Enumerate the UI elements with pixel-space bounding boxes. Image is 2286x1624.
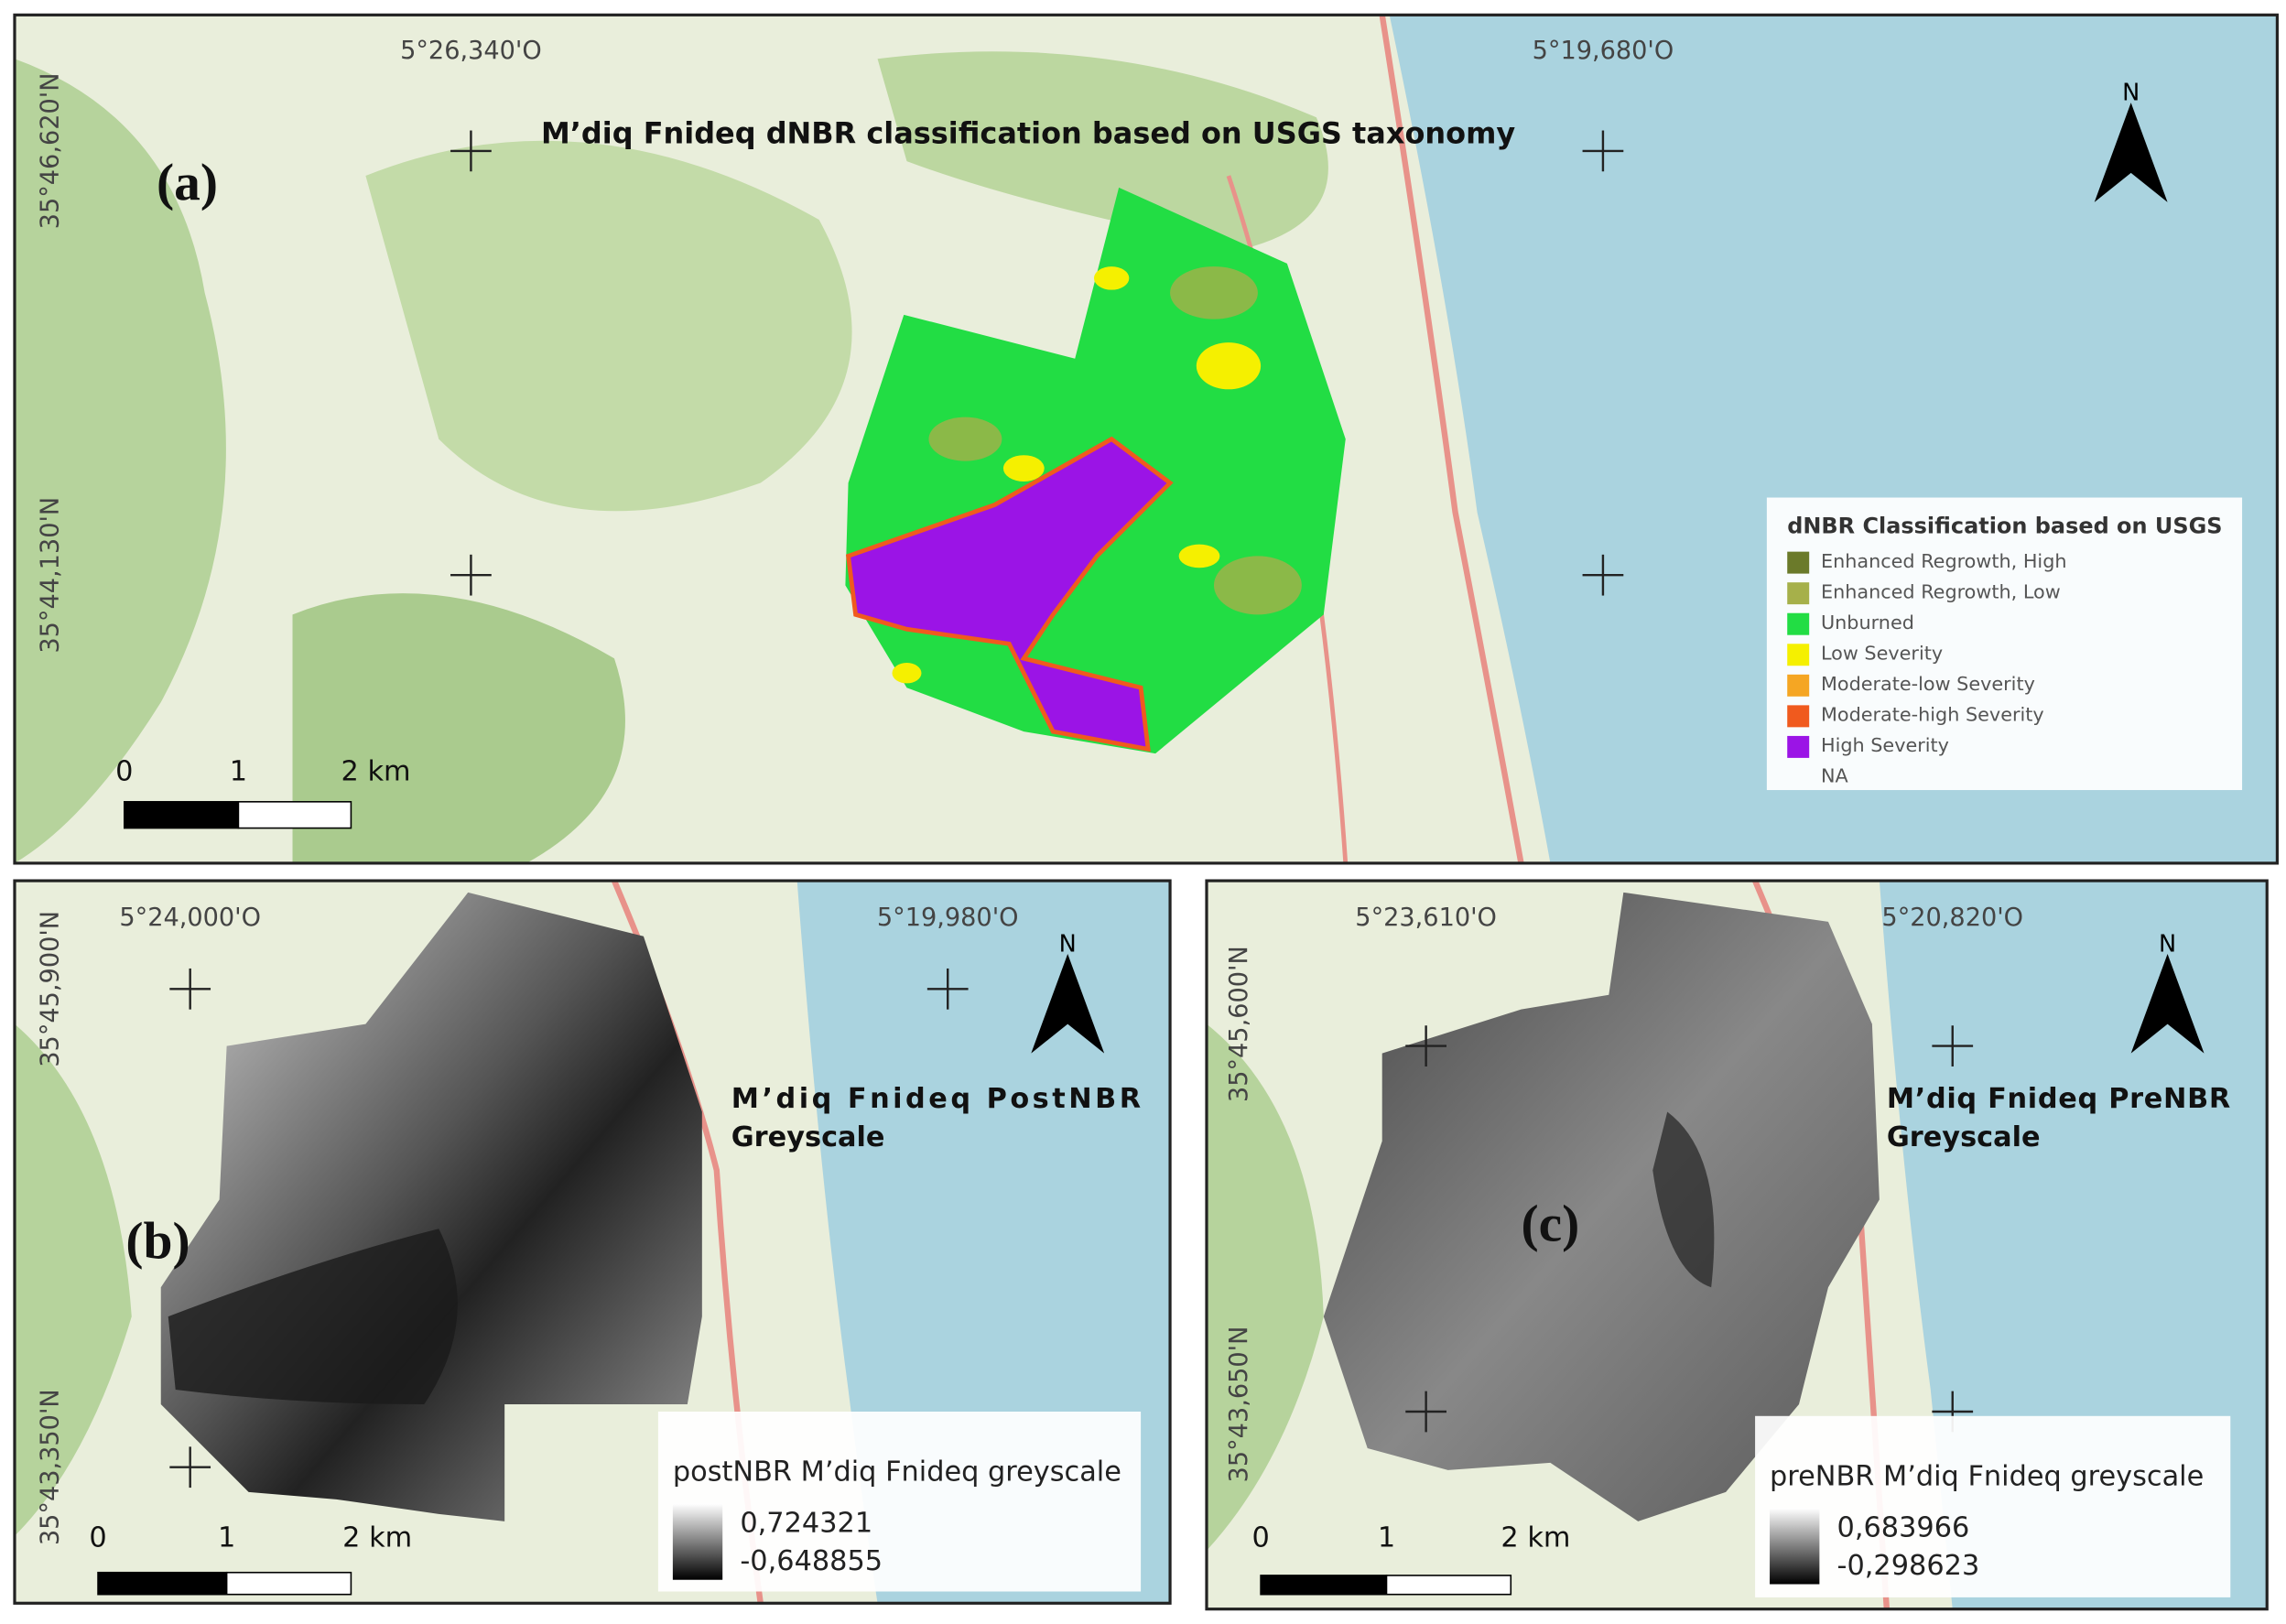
- panel-label: (b): [125, 1213, 190, 1271]
- legend-swatch: [1787, 644, 1810, 666]
- legend-min: -0,298623: [1837, 1550, 1980, 1582]
- legend-swatch: [1787, 551, 1810, 574]
- legend-title: dNBR Classification based on USGS: [1787, 513, 2222, 538]
- legend-max: 0,724321: [740, 1508, 872, 1540]
- longitude-label: 5°19,980'O: [877, 904, 1019, 932]
- north-label: N: [2159, 930, 2176, 958]
- legend-swatch: [1787, 705, 1810, 728]
- scale-bar: [123, 801, 240, 829]
- legend-label: Enhanced Regrowth, High: [1821, 550, 2067, 572]
- scale-label: 2 km: [341, 755, 411, 787]
- legend-ramp: [1770, 1508, 1820, 1585]
- longitude-label: 5°20,820'O: [1881, 904, 2023, 932]
- panel-frame: [13, 879, 1172, 1605]
- longitude-label: 5°19,680'O: [1533, 37, 1674, 65]
- latitude-label: 35°44,130'N: [36, 497, 64, 654]
- scale-bar: [97, 1571, 228, 1596]
- longitude-label: 5°23,610'O: [1355, 904, 1497, 932]
- legend-title: preNBR M’diq Fnideq greyscale: [1770, 1460, 2204, 1492]
- legend-label: Low Severity: [1821, 642, 1943, 664]
- legend-swatch: [1787, 582, 1810, 605]
- north-arrow: [1031, 953, 1105, 1054]
- latitude-label: 35°45,900'N: [36, 911, 64, 1067]
- north-arrow: [2094, 103, 2168, 202]
- scale-label: 2 km: [342, 1521, 412, 1554]
- scale-label: 1: [230, 755, 247, 787]
- map-a: [14, 15, 2278, 863]
- latitude-label: 35°46,620'N: [36, 72, 64, 229]
- legend-swatch: [1787, 612, 1810, 635]
- longitude-label: 5°26,340'O: [400, 37, 542, 65]
- legend-ramp: [672, 1503, 723, 1580]
- north-label: N: [2122, 80, 2140, 107]
- latitude-label: 35°45,600'N: [1225, 946, 1253, 1102]
- scale-label: 2 km: [1501, 1521, 1570, 1554]
- scale-label: 0: [1251, 1521, 1269, 1554]
- scale-bar: [225, 1571, 352, 1596]
- panel-frame: [1205, 879, 2269, 1611]
- legend-box: [1755, 1415, 2231, 1597]
- legend-title: postNBR M’diq Fnideq greyscale: [673, 1456, 1121, 1489]
- scale-label: 0: [115, 755, 133, 787]
- panel-label: (a): [157, 154, 218, 211]
- scale-bar: [1385, 1575, 1512, 1596]
- legend-label: Moderate-high Severity: [1821, 704, 2044, 726]
- north-arrow: [2130, 953, 2205, 1054]
- scale-label: 0: [89, 1521, 106, 1554]
- legend-label: NA: [1821, 765, 1849, 787]
- map-title: Greyscale: [731, 1121, 885, 1153]
- legend-min: -0,648855: [740, 1545, 883, 1577]
- latitude-label: 35°43,650'N: [1225, 1326, 1253, 1483]
- panel-frame: [13, 13, 2280, 865]
- legend-box: [657, 1412, 1142, 1592]
- legend-label: Unburned: [1821, 612, 1914, 633]
- legend-box: [1766, 497, 2243, 791]
- legend-swatch: [1787, 735, 1810, 758]
- legend-max: 0,683966: [1837, 1511, 1970, 1543]
- map-title: M’diq Fnideq PreNBR: [1887, 1083, 2230, 1115]
- map-title: Greyscale: [1887, 1121, 2041, 1153]
- latitude-label: 35°43,350'N: [36, 1389, 64, 1545]
- scale-label: 1: [1378, 1521, 1395, 1554]
- legend-label: Enhanced Regrowth, Low: [1821, 580, 2061, 602]
- north-label: N: [1059, 930, 1077, 958]
- scale-bar: [237, 801, 352, 829]
- map-title: M’diq Fnideq PostNBR: [731, 1083, 1141, 1115]
- legend-swatch: [1787, 674, 1810, 697]
- legend-label: Moderate-low Severity: [1821, 673, 2035, 695]
- legend-label: High Severity: [1821, 734, 1949, 756]
- map-title: M’diq Fnideq dNBR classification based o…: [541, 115, 1515, 150]
- panel-label: (c): [1522, 1196, 1580, 1253]
- scale-bar: [1260, 1575, 1388, 1596]
- scale-label: 1: [218, 1521, 235, 1554]
- longitude-label: 5°24,000'O: [119, 904, 261, 932]
